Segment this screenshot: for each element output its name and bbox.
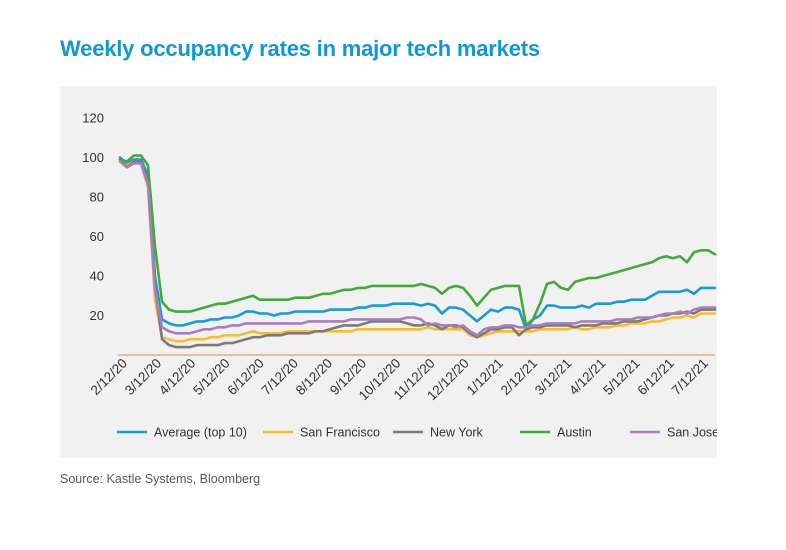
series-line-new-york [118, 158, 717, 349]
y-tick-label: 100 [82, 150, 104, 165]
y-tick-label: 60 [90, 229, 104, 244]
series-line-san-francisco [118, 160, 717, 343]
x-tick-label: 3/12/21 [532, 356, 574, 398]
x-tick-label: 7/12/21 [669, 356, 711, 398]
series-line-san-jose [118, 160, 717, 337]
x-tick-label: 4/12/20 [156, 356, 198, 398]
x-tick-label: 2/12/21 [498, 356, 540, 398]
x-tick-label: 7/12/20 [259, 356, 301, 398]
y-tick-label: 80 [90, 190, 104, 205]
x-axis-ticks: 2/12/203/12/204/12/205/12/206/12/207/12/… [88, 356, 711, 404]
legend-label: Average (top 10) [154, 426, 247, 440]
x-tick-label: 2/12/20 [88, 356, 130, 398]
y-tick-label: 40 [90, 269, 104, 284]
series-line-average-top-10 [118, 156, 717, 331]
x-tick-label: 5/12/20 [190, 356, 232, 398]
legend: Average (top 10) San Francisco New York Aus… [117, 426, 717, 440]
x-tick-label: 3/12/20 [122, 356, 164, 398]
series-line-austin [118, 154, 717, 327]
series-lines [118, 154, 717, 349]
source-note: Source: Kastle Systems, Bloomberg [60, 472, 261, 486]
legend-label: Austin [557, 426, 592, 440]
y-tick-label: 20 [90, 308, 104, 323]
x-tick-label: 1/12/21 [464, 356, 506, 398]
x-tick-label: 6/12/20 [224, 356, 266, 398]
y-tick-label: 120 [82, 111, 104, 126]
x-tick-label: 4/12/21 [566, 356, 608, 398]
legend-label: New York [430, 426, 484, 440]
x-tick-label: 6/12/21 [634, 356, 676, 398]
legend-label: San Jose [667, 426, 717, 440]
legend-label: San Francisco [300, 426, 380, 440]
y-axis-ticks: 20 40 60 80 100 120 [82, 111, 104, 324]
x-tick-label: 5/12/21 [600, 356, 642, 398]
chart-title: Weekly occupancy rates in major tech mar… [60, 36, 540, 61]
chart-panel: 20 40 60 80 100 120 2/12/20 3/12/20 4/12/20 5/12… [60, 86, 717, 458]
x-tick-label: 8/12/20 [293, 356, 335, 398]
